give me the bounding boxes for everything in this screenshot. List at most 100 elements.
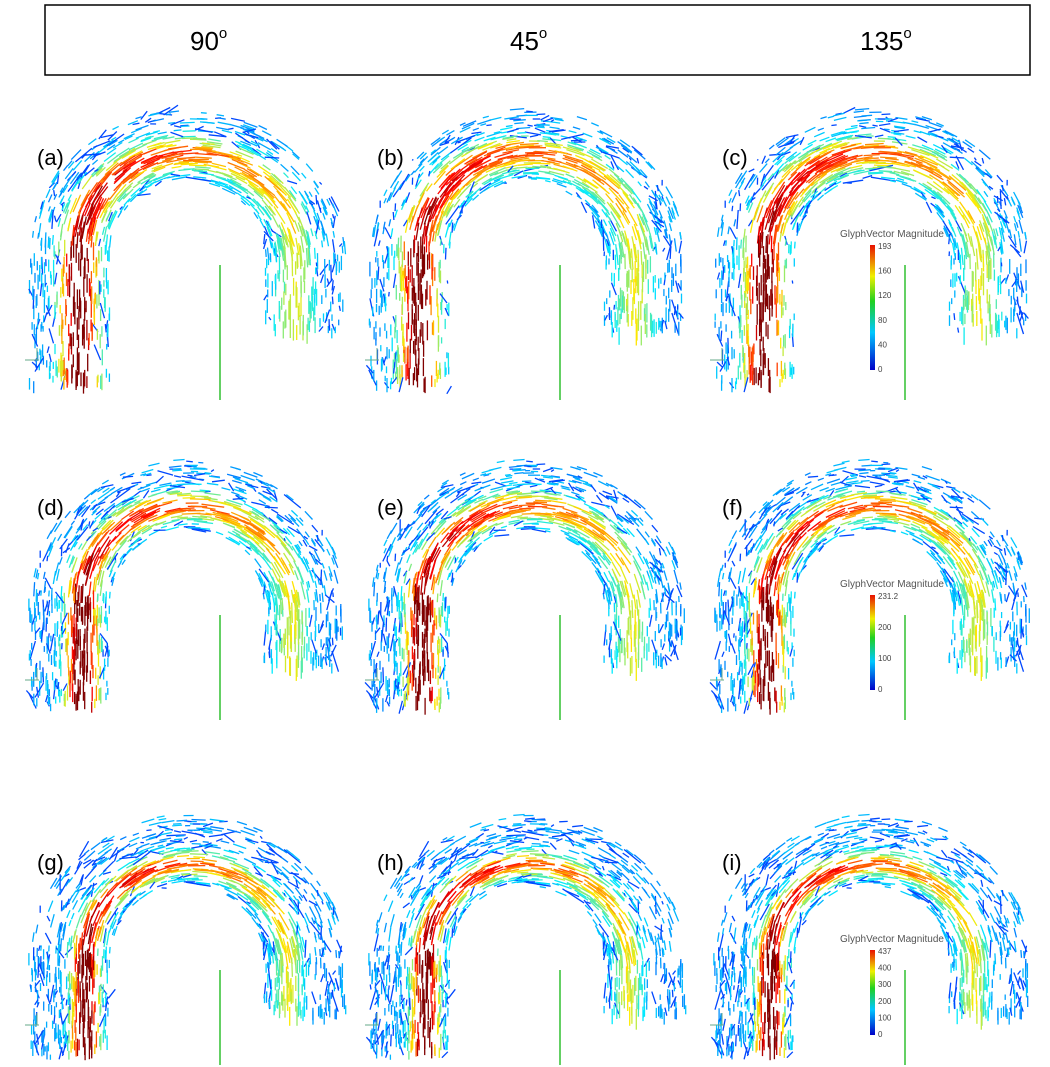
glyph bbox=[32, 362, 38, 368]
glyph bbox=[235, 468, 240, 470]
glyph bbox=[604, 220, 607, 226]
glyph bbox=[632, 600, 633, 618]
colorbar-tick: 160 bbox=[878, 267, 892, 276]
glyph bbox=[843, 180, 863, 183]
glyph bbox=[172, 166, 182, 168]
header-col: 135o bbox=[860, 25, 912, 56]
glyph bbox=[143, 490, 148, 498]
glyph bbox=[450, 137, 455, 140]
glyph bbox=[208, 139, 220, 141]
glyph bbox=[217, 115, 224, 116]
glyph bbox=[344, 241, 345, 254]
glyph bbox=[376, 215, 378, 224]
glyph bbox=[324, 570, 327, 580]
colorbar-tick: 0 bbox=[878, 365, 883, 374]
glyph bbox=[737, 210, 738, 229]
glyph bbox=[537, 114, 546, 115]
glyph bbox=[104, 153, 116, 162]
glyph bbox=[322, 644, 324, 650]
glyph bbox=[339, 306, 340, 311]
glyph bbox=[34, 568, 36, 577]
glyph bbox=[963, 142, 972, 148]
glyph bbox=[520, 144, 539, 145]
glyph bbox=[58, 682, 59, 689]
glyph bbox=[79, 585, 80, 601]
glyph bbox=[974, 158, 976, 161]
glyph bbox=[191, 491, 205, 492]
panel-label: (c) bbox=[722, 145, 748, 170]
glyph bbox=[378, 267, 379, 280]
glyph bbox=[583, 133, 593, 137]
glyph bbox=[34, 582, 35, 596]
glyph bbox=[912, 121, 919, 123]
glyph bbox=[506, 126, 513, 127]
glyph bbox=[526, 111, 533, 112]
glyph bbox=[897, 178, 904, 180]
glyph bbox=[384, 198, 386, 203]
glyph bbox=[142, 470, 154, 473]
glyph bbox=[765, 159, 769, 163]
glyph bbox=[261, 487, 270, 489]
glyph bbox=[64, 526, 72, 538]
glyph bbox=[315, 188, 319, 195]
glyph bbox=[299, 191, 303, 197]
glyph bbox=[1000, 191, 1001, 209]
glyph bbox=[320, 182, 322, 184]
glyph bbox=[190, 499, 211, 500]
glyph bbox=[271, 509, 278, 513]
glyph bbox=[120, 473, 126, 476]
glyph bbox=[266, 249, 267, 257]
glyph bbox=[741, 240, 742, 249]
glyph bbox=[961, 248, 963, 265]
glyph bbox=[49, 633, 50, 637]
glyph bbox=[212, 480, 225, 482]
glyph bbox=[151, 489, 160, 492]
glyph bbox=[670, 246, 671, 259]
glyph bbox=[88, 139, 96, 145]
glyph bbox=[110, 592, 111, 599]
glyph bbox=[514, 473, 523, 474]
glyph bbox=[1014, 216, 1016, 222]
glyph bbox=[309, 192, 312, 197]
glyph bbox=[1008, 199, 1012, 206]
glyph bbox=[818, 128, 824, 130]
glyph bbox=[645, 532, 649, 538]
glyph bbox=[384, 540, 387, 546]
glyph bbox=[507, 129, 519, 132]
glyph bbox=[315, 581, 317, 588]
glyph bbox=[897, 180, 907, 183]
glyph bbox=[200, 490, 210, 491]
glyph bbox=[77, 563, 82, 579]
glyph bbox=[180, 122, 195, 123]
glyph bbox=[627, 154, 637, 162]
glyph bbox=[976, 249, 978, 270]
panel: (b) bbox=[365, 109, 683, 400]
glyph bbox=[445, 224, 449, 238]
glyph bbox=[333, 593, 334, 597]
glyph bbox=[327, 279, 328, 285]
glyph bbox=[306, 164, 313, 172]
degree: o bbox=[903, 25, 911, 42]
glyph bbox=[865, 144, 884, 145]
glyph bbox=[188, 475, 193, 476]
glyph bbox=[173, 484, 185, 485]
glyph bbox=[72, 182, 78, 192]
glyph bbox=[531, 491, 545, 492]
glyph bbox=[40, 284, 41, 296]
glyph bbox=[95, 574, 98, 592]
glyph bbox=[194, 474, 205, 476]
glyph bbox=[718, 227, 719, 237]
glyph bbox=[417, 152, 424, 159]
glyph bbox=[404, 522, 415, 529]
glyph bbox=[956, 173, 966, 182]
glyph bbox=[307, 590, 309, 603]
glyph bbox=[321, 274, 324, 283]
glyph bbox=[666, 187, 673, 199]
glyph bbox=[996, 228, 998, 236]
glyph bbox=[566, 174, 575, 178]
glyph bbox=[834, 117, 847, 120]
glyph bbox=[174, 130, 182, 131]
glyph bbox=[821, 117, 827, 119]
glyph bbox=[41, 240, 42, 245]
glyph bbox=[67, 555, 70, 563]
